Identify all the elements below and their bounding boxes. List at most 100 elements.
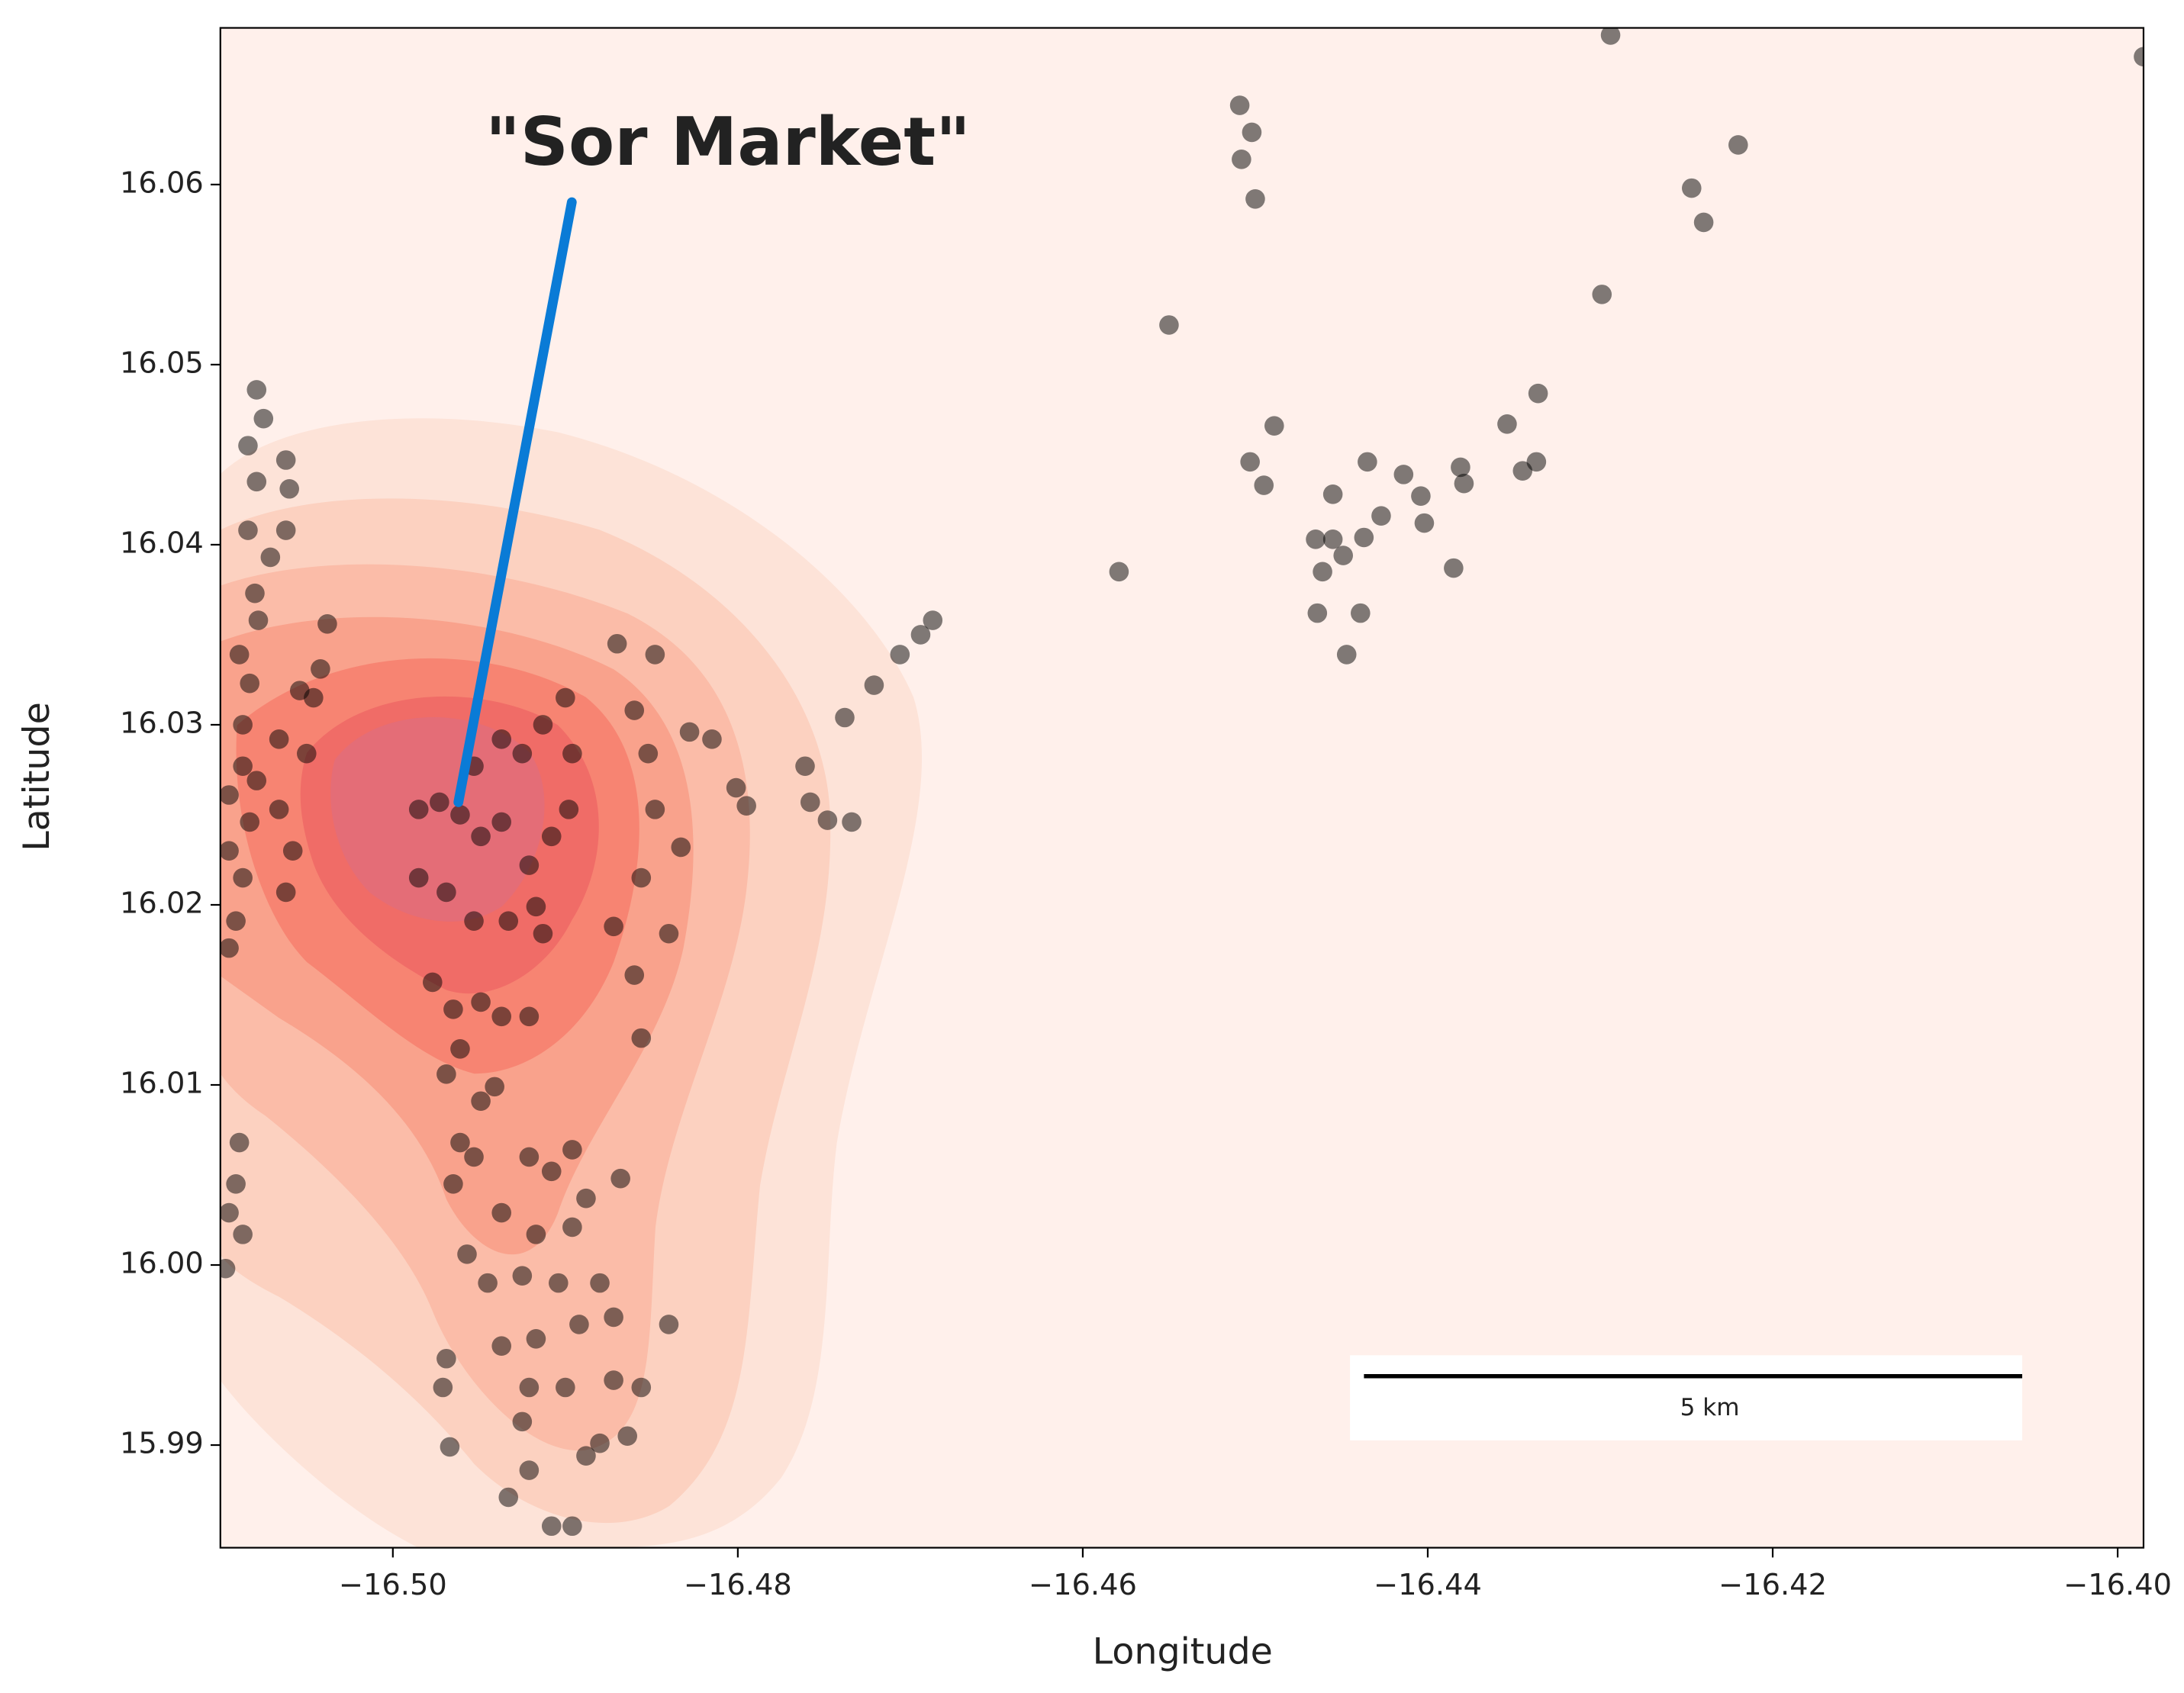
point xyxy=(1254,475,1274,495)
point xyxy=(269,729,289,749)
point xyxy=(220,1202,239,1223)
point xyxy=(559,800,579,819)
point xyxy=(408,867,429,888)
point xyxy=(1728,135,1748,155)
point xyxy=(450,805,470,825)
point xyxy=(304,687,324,708)
x-tick-label: −16.44 xyxy=(1374,1568,1482,1602)
point xyxy=(275,520,296,540)
density-contours xyxy=(220,418,923,1548)
point xyxy=(624,700,645,720)
point xyxy=(795,756,815,777)
point xyxy=(443,999,463,1019)
point xyxy=(1109,562,1129,582)
point xyxy=(1414,513,1435,533)
point xyxy=(519,855,540,875)
point xyxy=(238,436,258,455)
point xyxy=(736,796,756,816)
point xyxy=(519,1460,540,1480)
point xyxy=(317,613,337,634)
point xyxy=(220,841,239,861)
point xyxy=(519,1377,540,1398)
point xyxy=(726,777,746,798)
annotation-text: "Sor Market" xyxy=(485,103,971,181)
point xyxy=(604,916,623,937)
point xyxy=(436,1064,456,1084)
point xyxy=(512,1411,533,1432)
point xyxy=(1242,122,1262,143)
point xyxy=(864,675,884,695)
point xyxy=(590,1433,610,1453)
point xyxy=(311,658,330,679)
point xyxy=(631,1377,652,1398)
point xyxy=(679,722,700,742)
point xyxy=(1358,452,1377,472)
y-axis-label: Latitude xyxy=(16,702,58,851)
scale-bar: 5 km xyxy=(1350,1355,2022,1440)
point xyxy=(1229,95,1250,115)
density-contour xyxy=(330,716,545,922)
point xyxy=(1240,452,1260,472)
y-tick-label: 16.00 xyxy=(120,1247,204,1281)
point xyxy=(569,1315,589,1334)
point xyxy=(229,645,250,665)
point xyxy=(541,826,562,847)
point xyxy=(226,1174,246,1194)
y-tick-label: 16.01 xyxy=(120,1066,204,1100)
point xyxy=(457,1244,477,1264)
point xyxy=(1336,645,1357,665)
point xyxy=(471,1091,491,1112)
point xyxy=(1322,484,1343,504)
point xyxy=(464,1147,484,1167)
point xyxy=(1264,416,1284,436)
point xyxy=(471,826,491,847)
point xyxy=(659,923,679,944)
point xyxy=(246,472,267,492)
annotation-arrow xyxy=(453,197,577,807)
point xyxy=(512,1266,533,1286)
point xyxy=(245,583,265,603)
point xyxy=(645,800,665,819)
point xyxy=(275,450,296,470)
point xyxy=(1322,529,1343,549)
point xyxy=(485,1077,504,1097)
point xyxy=(471,992,491,1012)
point xyxy=(576,1446,596,1466)
point xyxy=(659,1315,679,1334)
point xyxy=(562,1217,582,1238)
x-tick-label: −16.42 xyxy=(1719,1568,1827,1602)
point xyxy=(229,1132,250,1153)
point xyxy=(498,911,519,932)
point xyxy=(1681,178,1702,198)
point xyxy=(1497,414,1517,434)
point xyxy=(519,1147,540,1167)
point xyxy=(1592,285,1612,304)
point xyxy=(433,1377,453,1398)
point xyxy=(220,1258,236,1279)
point xyxy=(1393,465,1414,484)
point xyxy=(246,771,267,790)
point xyxy=(491,1202,512,1223)
point xyxy=(1512,461,1533,481)
point xyxy=(842,812,862,832)
point xyxy=(498,1487,519,1508)
point xyxy=(436,882,456,903)
point xyxy=(1307,603,1328,623)
point xyxy=(910,625,931,645)
y-tick-label: 16.06 xyxy=(120,166,204,200)
point xyxy=(1245,188,1265,209)
point xyxy=(541,1161,562,1182)
point xyxy=(533,715,553,735)
point xyxy=(443,1174,463,1194)
point xyxy=(1444,558,1464,578)
point xyxy=(1451,457,1470,478)
point xyxy=(556,1377,575,1398)
point xyxy=(450,1038,470,1059)
point xyxy=(1333,546,1354,565)
point xyxy=(526,896,546,917)
point xyxy=(430,792,449,813)
point xyxy=(638,743,659,764)
x-tick-label: −16.40 xyxy=(2063,1568,2172,1602)
point xyxy=(671,837,691,858)
